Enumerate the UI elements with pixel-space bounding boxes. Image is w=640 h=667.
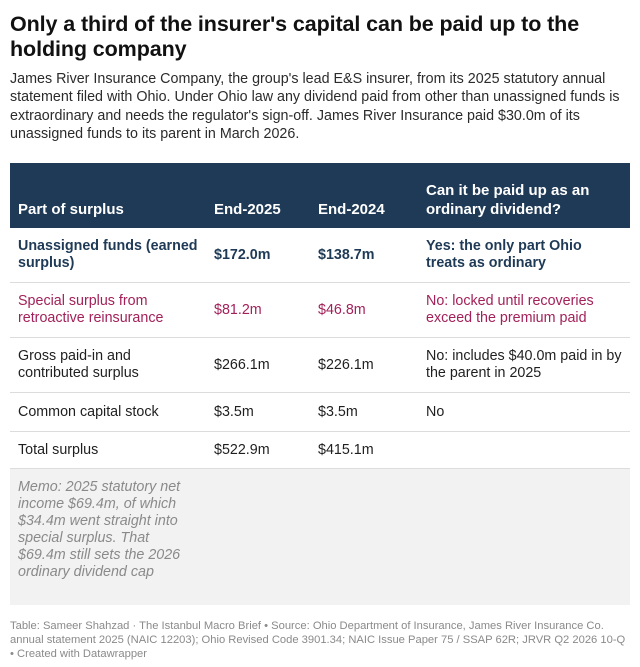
- subtitle: James River Insurance Company, the group…: [10, 71, 620, 142]
- table-row: Special surplus from retroactive reinsur…: [10, 282, 630, 339]
- cell-part: Common capital stock: [10, 392, 206, 433]
- table-header-row: Part of surplus End-2025 End-2024 Can it…: [10, 163, 630, 229]
- memo-note: Memo: 2025 statutory net income $69.4m, …: [18, 479, 181, 581]
- header-ordinary-dividend: Can it be paid up as an ordinary dividen…: [418, 163, 630, 229]
- header-end-2024: End-2024: [310, 163, 418, 229]
- source-footer: Table: Sameer Shahzad · The Istanbul Mac…: [10, 620, 626, 661]
- cell-part: Special surplus from retroactive reinsur…: [10, 282, 206, 339]
- table-row: Total surplus $522.9m $415.1m: [10, 431, 630, 470]
- header-end-2025: End-2025: [206, 163, 310, 229]
- cell-end-2024: $138.7m: [310, 228, 418, 284]
- page-title: Only a third of the insurer's capital ca…: [10, 12, 580, 61]
- table-row: Unassigned funds (earned surplus) $172.0…: [10, 228, 630, 284]
- cell-end-2024: $415.1m: [310, 431, 418, 470]
- cell-end-2025: $266.1m: [206, 337, 310, 394]
- cell-end-2024: $46.8m: [310, 282, 418, 339]
- cell-end-2024: $3.5m: [310, 392, 418, 433]
- cell-end-2025: $3.5m: [206, 392, 310, 433]
- cell-ordinary: [418, 431, 630, 470]
- cell-end-2025: $172.0m: [206, 228, 310, 284]
- table-row: Common capital stock $3.5m $3.5m No: [10, 392, 630, 433]
- cell-ordinary: Yes: the only part Ohio treats as ordina…: [418, 228, 630, 284]
- table-row: Gross paid-in and contributed surplus $2…: [10, 337, 630, 394]
- memo-filler: [310, 468, 418, 606]
- memo-row: Memo: 2025 statutory net income $69.4m, …: [10, 468, 630, 606]
- cell-part: Gross paid-in and contributed surplus: [10, 337, 206, 394]
- cell-end-2025: $81.2m: [206, 282, 310, 339]
- cell-ordinary: No: locked until recoveries exceed the p…: [418, 282, 630, 339]
- memo-filler: [418, 468, 630, 606]
- header-part-of-surplus: Part of surplus: [10, 163, 206, 229]
- cell-ordinary: No: includes $40.0m paid in by the paren…: [418, 337, 630, 394]
- cell-part: Unassigned funds (earned surplus): [10, 228, 206, 284]
- memo-filler: [206, 468, 310, 606]
- cell-ordinary: No: [418, 392, 630, 433]
- cell-end-2024: $226.1m: [310, 337, 418, 394]
- cell-end-2025: $522.9m: [206, 431, 310, 470]
- cell-part: Total surplus: [10, 431, 206, 470]
- surplus-table: Part of surplus End-2025 End-2024 Can it…: [10, 163, 630, 606]
